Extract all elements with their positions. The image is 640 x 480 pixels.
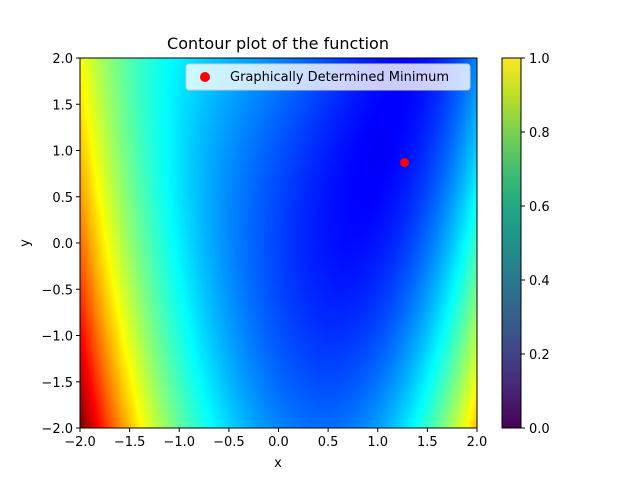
x-axis: −2.0 −1.5 −1.0 −0.5 0.0 0.5 1.0 1.5 2.0 <box>64 428 487 450</box>
colorbar-tick-label: 0.6 <box>529 200 550 215</box>
x-tick-label: 0.0 <box>268 435 289 450</box>
y-axis-label: y <box>18 239 33 247</box>
colorbar-tick-label: 0.2 <box>529 348 550 363</box>
legend-label: Graphically Determined Minimum <box>230 70 449 85</box>
y-axis: −2.0 −1.5 −1.0 −0.5 0.0 0.5 1.0 1.5 2.0 <box>41 52 80 437</box>
colorbar-tick-label: 0.4 <box>529 274 550 289</box>
y-tick-label: 1.0 <box>52 145 73 160</box>
y-tick-label: 0.5 <box>52 191 73 206</box>
legend: Graphically Determined Minimum <box>185 63 471 91</box>
x-tick-label: 0.5 <box>318 435 339 450</box>
x-tick-label: −0.5 <box>213 435 245 450</box>
legend-box <box>185 63 471 91</box>
colorbar <box>501 57 522 429</box>
y-tick-label: −1.0 <box>41 330 73 345</box>
y-tick-label: 2.0 <box>52 52 73 67</box>
x-tick-label: 1.5 <box>417 435 438 450</box>
x-tick-label: 1.0 <box>367 435 388 450</box>
x-tick-label: −1.0 <box>163 435 195 450</box>
x-tick-label: −2.0 <box>64 435 96 450</box>
legend-marker <box>200 72 210 82</box>
colorbar-tick-label: 1.0 <box>529 52 550 67</box>
colorbar-axis: 0.0 0.2 0.4 0.6 0.8 1.0 <box>521 52 550 437</box>
y-tick-label: 0.0 <box>52 237 73 252</box>
contour-heatmap <box>80 58 477 428</box>
y-tick-label: −1.5 <box>41 376 73 391</box>
y-tick-label: −2.0 <box>41 422 73 437</box>
colorbar-tick-label: 0.8 <box>529 126 550 141</box>
chart-title: Contour plot of the function <box>167 34 389 53</box>
colorbar-tick-label: 0.0 <box>529 422 550 437</box>
y-tick-label: −0.5 <box>41 283 73 298</box>
minimum-point <box>400 158 410 168</box>
x-tick-label: 2.0 <box>467 435 488 450</box>
y-tick-label: 1.5 <box>52 98 73 113</box>
x-tick-label: −1.5 <box>114 435 146 450</box>
x-axis-label: x <box>274 456 282 471</box>
marker-layer <box>400 158 410 168</box>
